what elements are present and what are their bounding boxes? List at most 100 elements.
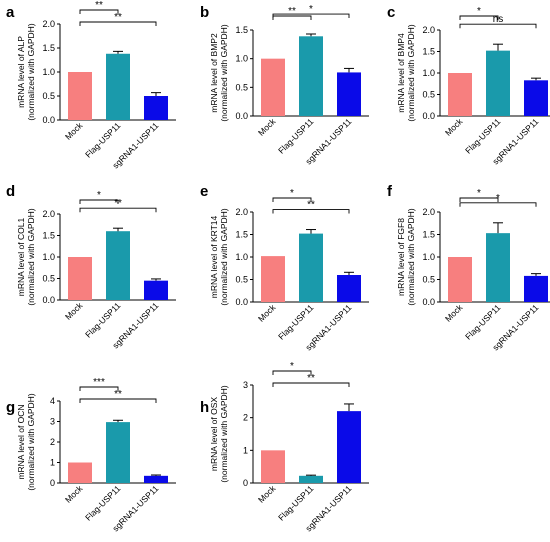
y-tick-label: 0.0 bbox=[422, 111, 435, 121]
significance-label: * bbox=[496, 193, 500, 204]
significance-label: ** bbox=[114, 198, 122, 209]
significance-bracket bbox=[272, 197, 312, 202]
y-tick-label: 1.0 bbox=[422, 252, 435, 262]
y-tick-label: 2 bbox=[50, 437, 55, 447]
y-axis-label: (normalized with GAPDH) bbox=[219, 385, 229, 482]
y-axis-label: (normalized with GAPDH) bbox=[26, 393, 36, 490]
y-tick-label: 0.5 bbox=[42, 274, 55, 284]
y-tick-label: 1.0 bbox=[42, 252, 55, 262]
y-tick-label: 2.0 bbox=[42, 19, 55, 29]
bar-mock bbox=[261, 256, 285, 302]
y-tick-label: 1.5 bbox=[42, 43, 55, 53]
bar-sgrna bbox=[144, 280, 168, 300]
panel-letter: h bbox=[200, 399, 209, 416]
category-label: Mock bbox=[443, 116, 465, 138]
y-tick-label: 1.5 bbox=[235, 25, 248, 35]
y-tick-label: 0.0 bbox=[42, 115, 55, 125]
significance-bracket bbox=[79, 386, 119, 391]
y-tick-label: 0.0 bbox=[422, 297, 435, 307]
y-axis-label: (normalized with GAPDH) bbox=[406, 24, 416, 121]
panel-f: f 0.0 0.5 1.0 1.5 2.0 mRNA level of FGF8 (norma… bbox=[387, 183, 550, 352]
y-tick-label: 0.5 bbox=[422, 90, 435, 100]
y-tick-label: 0.0 bbox=[235, 297, 248, 307]
y-tick-label: 3 bbox=[243, 380, 248, 390]
y-axis-label: mRNA level of ALP bbox=[16, 36, 26, 108]
significance-label: ** bbox=[114, 389, 122, 400]
bar-sgrna bbox=[337, 411, 361, 483]
y-tick-label: 0.0 bbox=[235, 111, 248, 121]
bar-flag bbox=[106, 231, 130, 300]
panel-letter: f bbox=[387, 183, 393, 200]
y-tick-label: 2.0 bbox=[422, 25, 435, 35]
y-tick-label: 1 bbox=[50, 458, 55, 468]
y-tick-label: 2 bbox=[243, 413, 248, 423]
significance-bracket bbox=[272, 209, 350, 214]
category-label: Flag-USP11 bbox=[463, 116, 503, 156]
bar-mock bbox=[261, 450, 285, 483]
bar-sgrna bbox=[524, 80, 548, 116]
significance-label: * bbox=[477, 188, 481, 199]
y-tick-label: 0.5 bbox=[235, 275, 248, 285]
significance-label: ** bbox=[288, 6, 296, 17]
bar-sgrna bbox=[337, 275, 361, 302]
y-tick-label: 1.5 bbox=[235, 230, 248, 240]
bar-flag bbox=[299, 36, 323, 116]
bar-mock bbox=[68, 462, 92, 483]
significance-bracket bbox=[272, 13, 350, 19]
y-axis-label: mRNA level of BMP4 bbox=[396, 33, 406, 113]
significance-label: ** bbox=[307, 373, 315, 384]
category-label: Mock bbox=[256, 483, 278, 505]
category-label: Mock bbox=[443, 302, 465, 324]
category-label: Mock bbox=[63, 483, 85, 505]
significance-bracket bbox=[79, 9, 119, 14]
panel-letter: g bbox=[6, 399, 15, 416]
y-tick-label: 1.5 bbox=[42, 231, 55, 241]
panel-e: e 0.0 0.5 1.0 1.5 2.0 mRNA level of KRT14 (norm… bbox=[200, 183, 369, 352]
y-tick-label: 1.0 bbox=[235, 252, 248, 262]
y-tick-label: 1.5 bbox=[422, 230, 435, 240]
category-label: Mock bbox=[63, 120, 85, 142]
significance-label: * bbox=[309, 4, 313, 15]
panel-d: d 0.0 0.5 1.0 1.5 2.0 mRNA level of COL1 (norma… bbox=[6, 183, 176, 350]
significance-label: ** bbox=[307, 200, 315, 211]
significance-label: *** bbox=[93, 377, 105, 388]
bar-mock bbox=[261, 58, 285, 116]
category-label: Mock bbox=[256, 116, 278, 138]
y-axis-label: (normalized with GAPDH) bbox=[219, 208, 229, 305]
bar-flag bbox=[486, 50, 510, 116]
y-tick-label: 2.0 bbox=[235, 207, 248, 217]
significance-label: ** bbox=[114, 12, 122, 23]
significance-bracket bbox=[459, 15, 499, 20]
bar-flag bbox=[299, 233, 323, 302]
panel-g: g 0 1 2 3 4 mRNA level of OCN (normalized with … bbox=[6, 377, 176, 533]
significance-bracket bbox=[459, 197, 499, 202]
y-tick-label: 0.5 bbox=[422, 275, 435, 285]
category-label: Flag-USP11 bbox=[276, 116, 316, 156]
bar-mock bbox=[68, 257, 92, 300]
panel-b: b 0.0 0.5 1.0 1.5 mRNA level of BMP2 (normaliz… bbox=[200, 4, 369, 166]
y-axis-label: mRNA level of COL1 bbox=[16, 218, 26, 297]
y-tick-label: 2.0 bbox=[422, 207, 435, 217]
panel-h: h 0 1 2 3 mRNA level of OSX (normalized with G… bbox=[200, 361, 369, 533]
significance-bracket bbox=[79, 21, 157, 26]
significance-label: ns bbox=[493, 14, 504, 25]
panel-letter: d bbox=[6, 183, 15, 200]
bar-flag bbox=[299, 475, 323, 483]
significance-bracket bbox=[272, 382, 350, 387]
significance-label: * bbox=[97, 190, 101, 201]
y-axis-label: (normalized with GAPDH) bbox=[26, 23, 36, 120]
bar-sgrna bbox=[524, 275, 548, 302]
y-axis-label: mRNA level of FGF8 bbox=[396, 218, 406, 296]
y-tick-label: 4 bbox=[50, 396, 55, 406]
y-tick-label: 0.5 bbox=[42, 91, 55, 101]
significance-label: * bbox=[290, 361, 294, 372]
significance-label: ** bbox=[95, 0, 103, 11]
y-axis-label: mRNA level of OSX bbox=[209, 397, 219, 471]
significance-label: * bbox=[290, 188, 294, 199]
y-tick-label: 1.0 bbox=[235, 54, 248, 64]
category-label: Flag-USP11 bbox=[83, 300, 123, 340]
category-label: Mock bbox=[63, 300, 85, 322]
y-axis-label: mRNA level of BMP2 bbox=[209, 33, 219, 113]
y-tick-label: 1 bbox=[243, 445, 248, 455]
category-label: Flag-USP11 bbox=[276, 302, 316, 342]
